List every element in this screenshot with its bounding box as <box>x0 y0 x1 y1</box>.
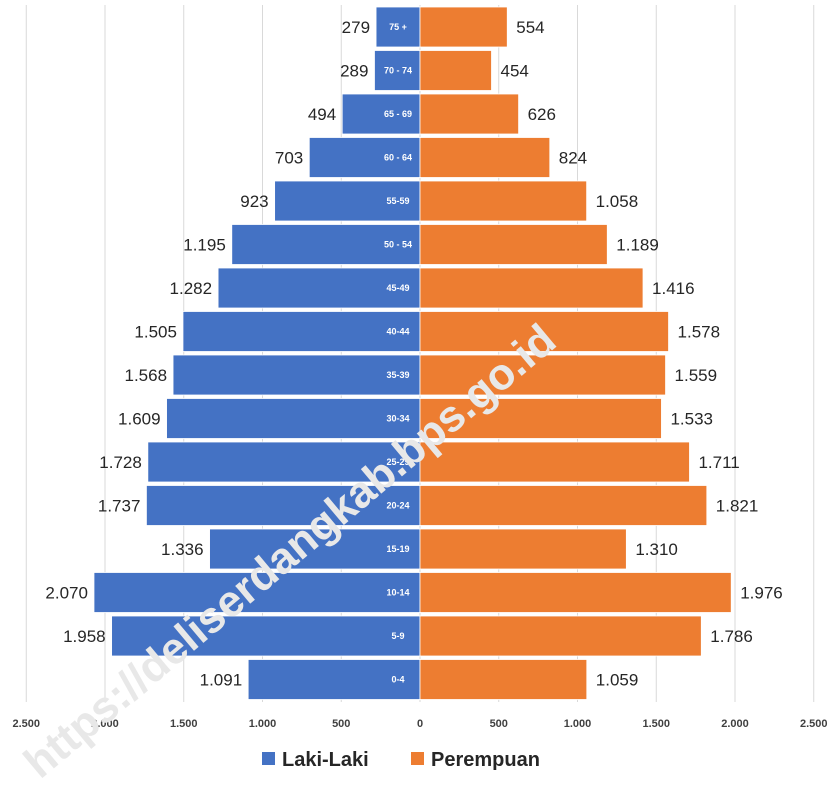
age-group-label: 0-4 <box>391 675 404 685</box>
value-label-perempuan: 1.786 <box>710 627 753 646</box>
legend: Laki-Laki Perempuan <box>262 749 540 771</box>
value-label-laki-laki: 1.568 <box>124 366 167 385</box>
value-label-laki-laki: 289 <box>340 62 368 81</box>
bar-perempuan <box>420 94 519 134</box>
value-label-laki-laki: 1.336 <box>161 540 204 559</box>
legend-label: Laki-Laki <box>282 749 369 771</box>
bar-perempuan <box>420 268 643 308</box>
x-tick-label: 0 <box>417 718 423 730</box>
legend-swatch <box>262 752 275 765</box>
value-label-perempuan: 1.821 <box>716 497 759 516</box>
bar-perempuan <box>420 660 587 700</box>
x-tick-label: 2.500 <box>800 718 828 730</box>
x-tick-label: 2.000 <box>721 718 749 730</box>
legend-label: Perempuan <box>431 749 540 771</box>
value-label-laki-laki: 279 <box>342 18 370 37</box>
bar-perempuan <box>420 138 550 178</box>
x-axis-ticks: 2.500 2.000 1.500 1.000 500 0 500 1.000 1.500 2.0… <box>12 718 827 730</box>
bar-laki-laki <box>167 399 420 439</box>
bar-perempuan <box>420 442 689 482</box>
value-label-perempuan: 1.711 <box>698 453 739 472</box>
age-group-label: 15-19 <box>386 544 409 554</box>
value-label-perempuan: 1.578 <box>678 323 721 342</box>
x-tick-label: 500 <box>332 718 350 730</box>
bar-laki-laki <box>173 355 420 395</box>
value-label-laki-laki: 1.195 <box>183 236 226 255</box>
value-label-laki-laki: 494 <box>308 105 336 124</box>
x-tick-label: 2.500 <box>12 718 40 730</box>
age-group-label: 70 - 74 <box>384 66 412 76</box>
value-label-perempuan: 1.976 <box>740 584 783 603</box>
age-group-label: 20-24 <box>386 501 409 511</box>
bar-perempuan <box>420 51 492 91</box>
age-group-label: 60 - 64 <box>384 153 412 163</box>
x-tick-label: 1.500 <box>642 718 670 730</box>
value-label-perempuan: 1.189 <box>616 236 659 255</box>
bar-perempuan <box>420 7 507 47</box>
age-group-label: 50 - 54 <box>384 240 412 250</box>
x-tick-label: 500 <box>490 718 508 730</box>
age-group-label: 35-39 <box>386 370 409 380</box>
value-label-laki-laki: 1.609 <box>118 410 161 429</box>
bar-perempuan <box>420 616 701 656</box>
age-group-label: 45-49 <box>386 283 409 293</box>
age-group-label: 5-9 <box>391 631 404 641</box>
bar-perempuan <box>420 225 607 265</box>
age-group-label: 10-14 <box>386 588 409 598</box>
value-label-laki-laki: 1.091 <box>200 671 243 690</box>
age-group-label: 65 - 69 <box>384 109 412 119</box>
bars <box>94 7 731 700</box>
value-label-perempuan: 1.310 <box>635 540 678 559</box>
bar-perempuan <box>420 573 731 613</box>
value-label-laki-laki: 1.728 <box>99 453 142 472</box>
value-label-laki-laki: 923 <box>240 192 268 211</box>
value-label-laki-laki: 1.958 <box>63 627 106 646</box>
age-group-label: 75 + <box>389 22 407 32</box>
value-label-perempuan: 1.059 <box>596 671 639 690</box>
value-label-perempuan: 1.416 <box>652 279 695 298</box>
value-label-laki-laki: 2.070 <box>45 584 88 603</box>
value-label-perempuan: 626 <box>528 105 556 124</box>
value-label-perempuan: 1.533 <box>670 410 713 429</box>
value-label-laki-laki: 703 <box>275 149 303 168</box>
x-tick-label: 1.000 <box>249 718 277 730</box>
value-label-perempuan: 1.559 <box>675 366 718 385</box>
x-tick-label: 1.500 <box>170 718 198 730</box>
value-label-perempuan: 454 <box>501 62 529 81</box>
legend-swatch <box>411 752 424 765</box>
value-label-perempuan: 824 <box>559 149 587 168</box>
value-label-perempuan: 1.058 <box>596 192 639 211</box>
value-label-perempuan: 554 <box>516 18 544 37</box>
value-label-laki-laki: 1.737 <box>98 497 141 516</box>
x-tick-label: 1.000 <box>564 718 592 730</box>
bar-perempuan <box>420 181 587 221</box>
bar-perempuan <box>420 529 626 569</box>
bar-laki-laki <box>183 312 420 352</box>
bar-perempuan <box>420 486 707 526</box>
age-group-label: 55-59 <box>386 196 409 206</box>
value-label-laki-laki: 1.505 <box>134 323 177 342</box>
age-group-label: 40-44 <box>386 327 409 337</box>
value-label-laki-laki: 1.282 <box>170 279 213 298</box>
